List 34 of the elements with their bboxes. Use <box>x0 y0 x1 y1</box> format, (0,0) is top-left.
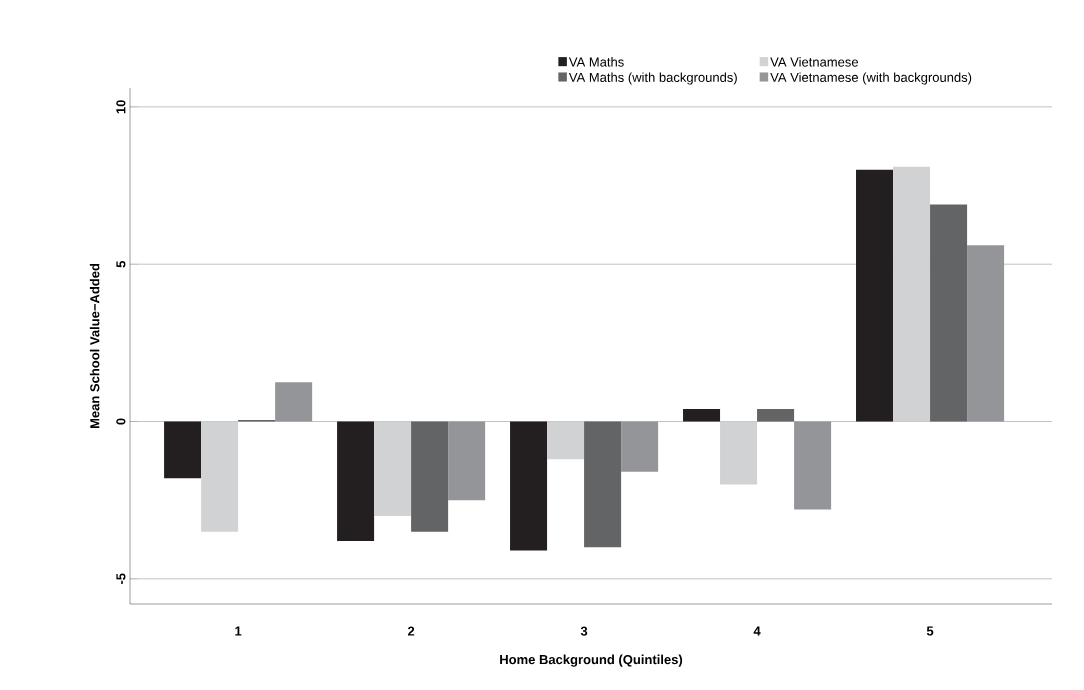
y-tick-label: 0 <box>116 418 126 425</box>
y-axis-title: Mean School Value−Added <box>89 263 100 429</box>
bar <box>930 204 968 422</box>
y-tick-label: 5 <box>116 260 126 268</box>
x-tick-label: 5 <box>926 626 934 636</box>
legend-label: VA Vietnamese <box>770 57 858 67</box>
bar <box>584 421 622 548</box>
x-tick-label: 4 <box>753 626 761 636</box>
x-tick-label: 2 <box>407 626 415 636</box>
bar <box>683 408 721 422</box>
bar <box>510 421 548 551</box>
legend-label: VA Vietnamese (with backgrounds) <box>770 72 972 85</box>
legend-label: VA Maths (with backgrounds) <box>568 72 737 85</box>
x-axis-title: Home Background (Quintiles) <box>500 654 683 667</box>
x-tick-label: 1 <box>235 626 242 636</box>
bar <box>720 421 758 485</box>
bar <box>794 421 832 510</box>
y-tick-label: 10 <box>116 100 126 114</box>
bar <box>411 421 449 532</box>
bar <box>547 421 585 460</box>
bar <box>337 421 375 542</box>
bar <box>374 421 412 516</box>
legend-label: VA Maths <box>568 57 624 67</box>
bar <box>448 421 486 501</box>
bar <box>893 166 931 422</box>
bar <box>275 382 313 422</box>
bar <box>967 245 1005 422</box>
bar <box>621 421 659 472</box>
bar <box>201 421 239 532</box>
bar <box>757 408 795 422</box>
y-tick-label: -5 <box>116 573 126 585</box>
bar <box>164 421 202 479</box>
bar <box>856 169 894 422</box>
x-tick-label: 3 <box>580 626 588 636</box>
